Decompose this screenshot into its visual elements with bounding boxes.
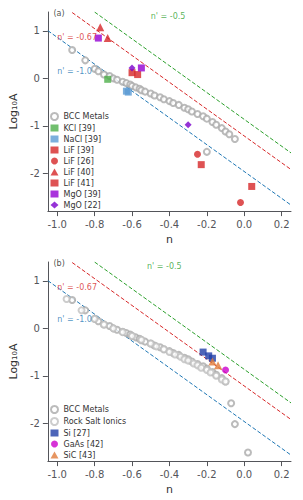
svg-text:-0.6: -0.6	[122, 469, 142, 480]
svg-text:n' = -1.0: n' = -1.0	[57, 67, 92, 76]
svg-text:Rock Salt Ionics: Rock Salt Ionics	[64, 417, 127, 426]
svg-text:0.0: 0.0	[236, 469, 252, 480]
svg-text:LiF [39]: LiF [39]	[64, 146, 94, 155]
svg-text:MgO [39]: MgO [39]	[64, 190, 101, 199]
svg-text:0: 0	[33, 73, 39, 84]
svg-text:-1: -1	[30, 120, 40, 131]
svg-text:-0.2: -0.2	[197, 219, 217, 230]
svg-text:BCC Metals: BCC Metals	[64, 405, 109, 414]
svg-text:(b): (b)	[53, 259, 64, 268]
svg-text:-0.4: -0.4	[160, 469, 180, 480]
svg-text:BCC Metals: BCC Metals	[64, 112, 109, 121]
svg-text:Log₁₀A: Log₁₀A	[7, 93, 20, 129]
svg-text:-1: -1	[30, 370, 40, 381]
svg-text:0.2: 0.2	[274, 469, 290, 480]
svg-text:GaAs [42]: GaAs [42]	[64, 440, 104, 449]
svg-text:n' = -0.67: n' = -0.67	[57, 33, 97, 42]
svg-text:n' = -0.67: n' = -0.67	[57, 283, 97, 292]
svg-text:n' = -0.5: n' = -0.5	[151, 12, 186, 21]
svg-text:NaCl [39]: NaCl [39]	[64, 135, 102, 144]
svg-text:LiF [40]: LiF [40]	[64, 168, 94, 177]
svg-text:0: 0	[33, 323, 39, 334]
svg-text:SiC [43]: SiC [43]	[64, 451, 96, 460]
svg-text:Log₁₀A: Log₁₀A	[7, 343, 20, 379]
svg-text:n' = -1.0: n' = -1.0	[57, 315, 92, 324]
svg-text:-0.6: -0.6	[122, 219, 142, 230]
svg-text:0.2: 0.2	[274, 219, 290, 230]
svg-text:(a): (a)	[53, 9, 64, 18]
svg-text:0.0: 0.0	[236, 219, 252, 230]
svg-text:-0.8: -0.8	[85, 469, 105, 480]
svg-text:KCl [39]: KCl [39]	[64, 124, 96, 133]
svg-text:1: 1	[33, 25, 39, 36]
svg-text:-0.8: -0.8	[85, 219, 105, 230]
svg-text:n: n	[166, 233, 173, 246]
svg-text:n: n	[166, 483, 173, 496]
svg-text:-1.0: -1.0	[47, 469, 67, 480]
svg-text:-2: -2	[30, 418, 40, 429]
svg-text:1: 1	[33, 275, 39, 286]
svg-text:Si [27]: Si [27]	[64, 429, 90, 438]
svg-text:-2: -2	[30, 168, 40, 179]
svg-text:-0.4: -0.4	[160, 219, 180, 230]
svg-text:LiF [26]: LiF [26]	[64, 157, 94, 166]
svg-text:MgO [22]: MgO [22]	[64, 201, 101, 210]
svg-text:-0.2: -0.2	[197, 469, 217, 480]
svg-text:LiF [41]: LiF [41]	[64, 179, 94, 188]
svg-text:-1.0: -1.0	[47, 219, 67, 230]
svg-text:n' = -0.5: n' = -0.5	[147, 262, 182, 271]
